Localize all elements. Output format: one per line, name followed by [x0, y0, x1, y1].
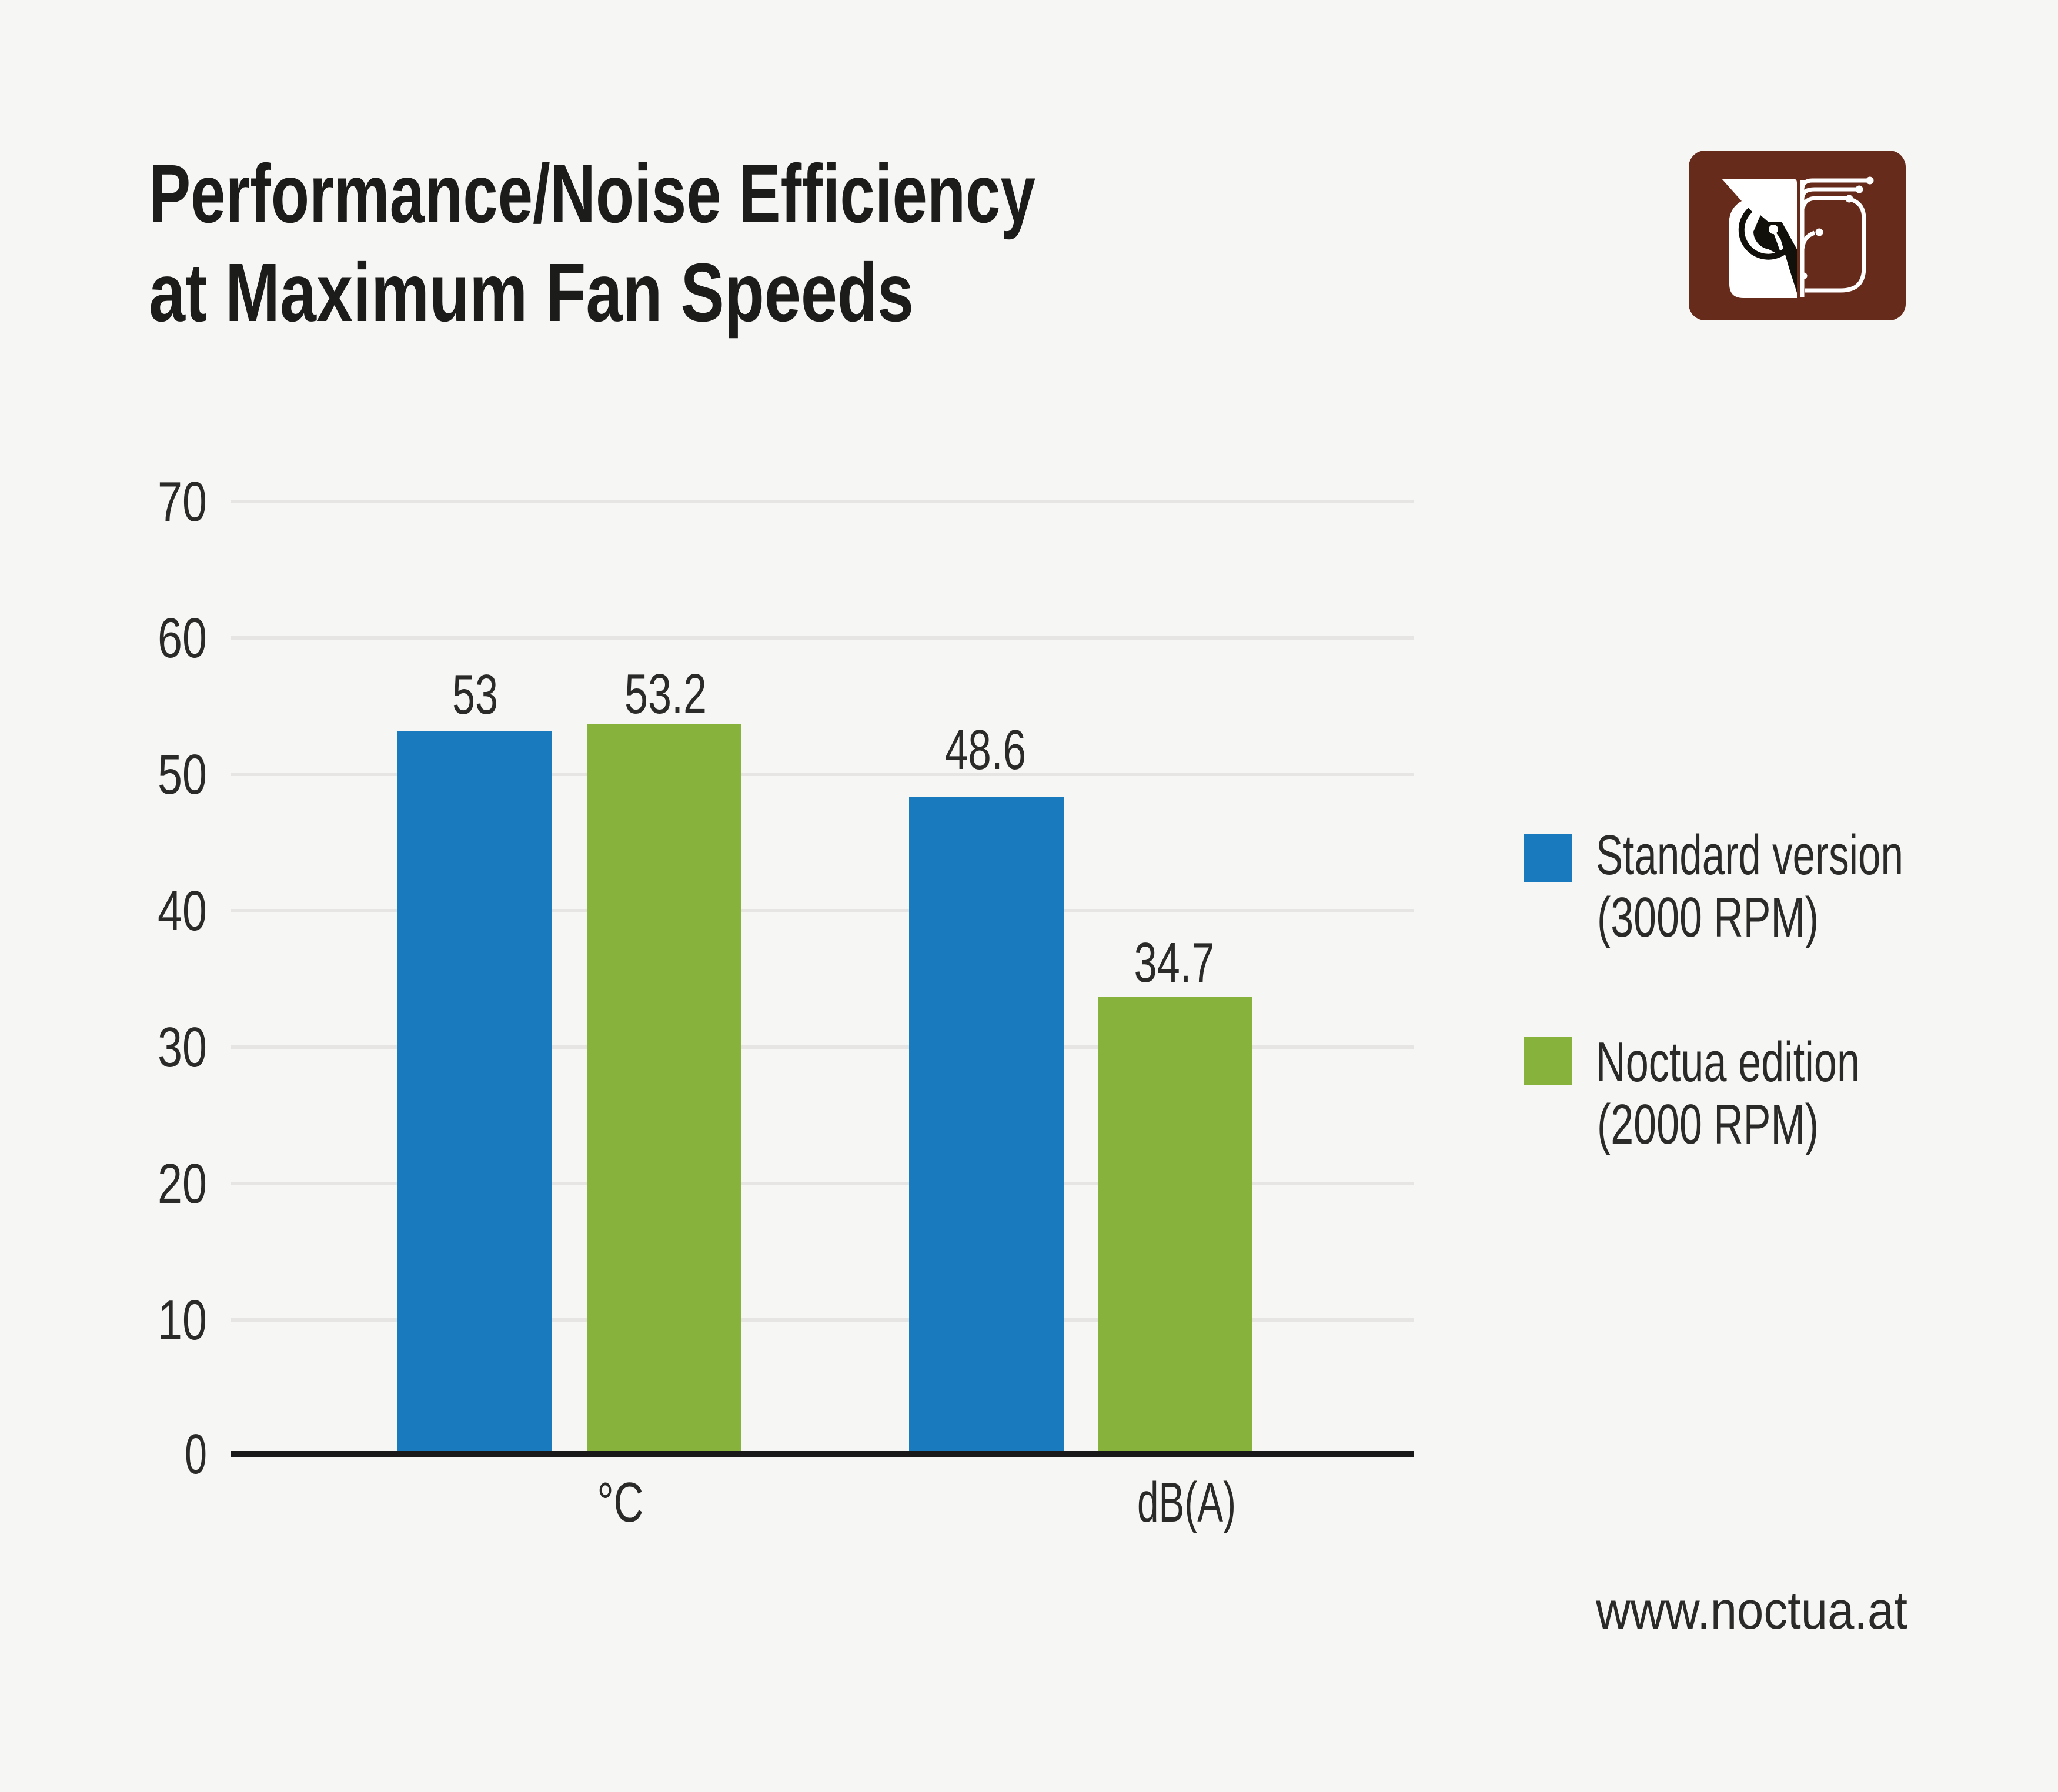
- svg-text:dB(A): dB(A): [1137, 1471, 1236, 1534]
- svg-text:70: 70: [158, 470, 207, 533]
- svg-text:53.2: 53.2: [624, 663, 707, 726]
- svg-text:Performance/Noise Efficiency: Performance/Noise Efficiency: [149, 147, 1035, 240]
- svg-text:www.noctua.at: www.noctua.at: [1595, 1582, 1907, 1640]
- svg-text:53: 53: [452, 663, 498, 726]
- svg-text:48.6: 48.6: [945, 718, 1026, 781]
- svg-text:10: 10: [158, 1289, 207, 1352]
- svg-text:Noctua edition: Noctua edition: [1596, 1031, 1860, 1094]
- svg-text:0: 0: [185, 1423, 207, 1486]
- svg-text:Standard version: Standard version: [1596, 824, 1903, 887]
- svg-text:50: 50: [158, 743, 207, 806]
- svg-text:20: 20: [158, 1152, 207, 1215]
- svg-text:°C: °C: [597, 1471, 644, 1534]
- svg-text:40: 40: [158, 880, 207, 942]
- svg-text:(2000 RPM): (2000 RPM): [1597, 1093, 1819, 1156]
- svg-text:60: 60: [158, 607, 207, 670]
- svg-text:(3000 RPM): (3000 RPM): [1597, 886, 1819, 949]
- svg-text:at Maximum Fan Speeds: at Maximum Fan Speeds: [149, 246, 914, 339]
- svg-text:30: 30: [158, 1016, 207, 1079]
- svg-text:34.7: 34.7: [1134, 931, 1215, 994]
